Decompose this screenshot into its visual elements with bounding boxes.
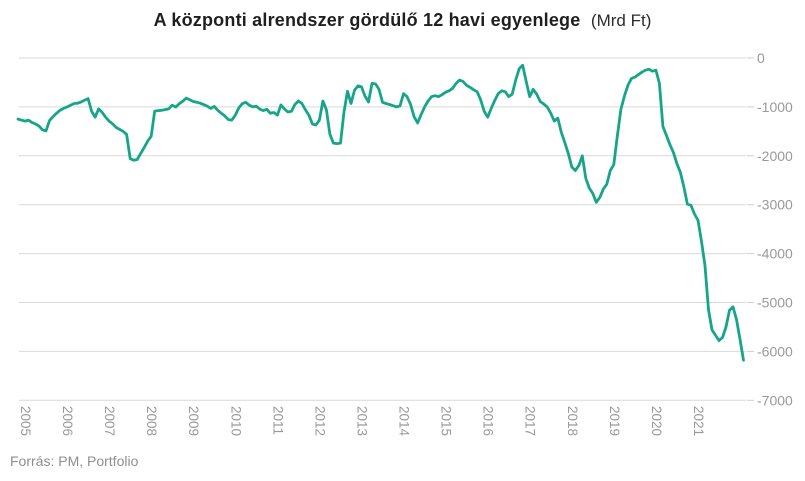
x-axis-label: 2010	[228, 406, 243, 436]
y-axis-label: -4000	[757, 246, 793, 262]
x-axis-label: 2017	[523, 406, 538, 436]
x-axis-label: 2019	[607, 406, 622, 436]
chart-title-unit: (Mrd Ft)	[590, 11, 652, 30]
x-axis-label: 2008	[144, 406, 159, 436]
x-axis-label: 2007	[102, 406, 117, 436]
x-axis-label: 2011	[270, 406, 285, 435]
x-axis-label: 2005	[18, 406, 33, 436]
y-axis-label: -3000	[757, 197, 793, 213]
y-axis-label: -5000	[757, 295, 793, 311]
x-axis-label: 2021	[691, 406, 706, 436]
chart-title: A központi alrendszer gördülő 12 havi eg…	[0, 10, 805, 31]
x-axis-label: 2012	[312, 406, 327, 436]
x-axis-label: 2014	[397, 406, 412, 437]
x-axis-label: 2013	[354, 406, 369, 436]
x-axis-label: 2016	[481, 406, 496, 436]
balance-line-series	[16, 63, 745, 362]
y-axis-label: -1000	[757, 99, 793, 115]
y-axis-label: -7000	[757, 392, 793, 408]
x-axis-label: 2018	[565, 406, 580, 436]
x-axis-label: 2020	[649, 406, 664, 436]
y-axis-label: -6000	[757, 343, 793, 359]
x-axis-label: 2015	[439, 406, 454, 436]
chart-title-text: A központi alrendszer gördülő 12 havi eg…	[153, 10, 581, 30]
x-axis-label: 2006	[60, 406, 75, 436]
y-axis-label: 0	[757, 50, 765, 66]
y-axis-label: -2000	[757, 148, 793, 164]
source-note: Forrás: PM, Portfolio	[10, 453, 139, 469]
x-axis-label: 2009	[186, 406, 201, 436]
